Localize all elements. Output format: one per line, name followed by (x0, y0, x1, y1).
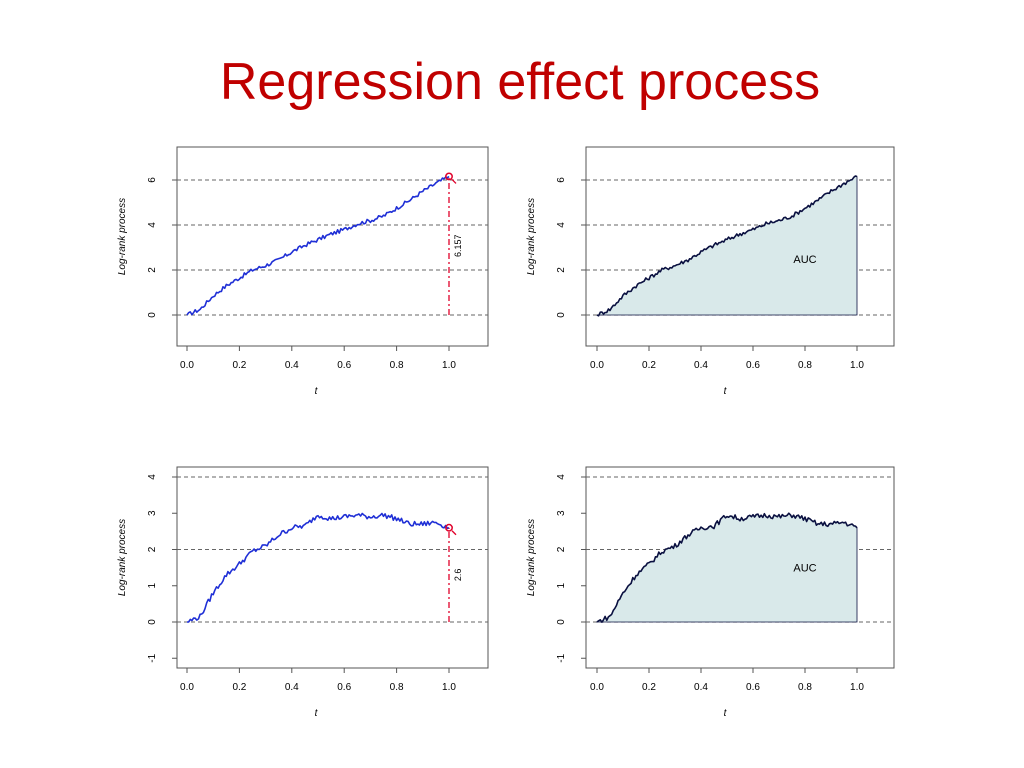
plot-frame (176, 466, 489, 669)
slide-title: Regression effect process (219, 53, 821, 111)
x-axis-label: t (724, 708, 728, 719)
auc-area (596, 175, 858, 317)
chart-bottom-right: AUC 0.0 0.2 0.4 0.6 0.8 1.0 -1 0 1 2 3 4 t Log-rank pr… (526, 466, 895, 719)
x-tick-label: 0.4 (285, 682, 299, 693)
max-value-tick (451, 530, 457, 536)
x-tick-label: 0.0 (590, 360, 604, 371)
x-tick-label: 0.8 (390, 682, 404, 693)
x-axis-label: t (315, 708, 319, 719)
y-tick-label: 1 (147, 583, 158, 589)
x-tick-label: 0.2 (232, 682, 246, 693)
y-tick-label: 2 (147, 546, 158, 552)
x-axis-label: t (315, 386, 319, 397)
process-line (187, 512, 450, 623)
chart-top-left: 6.157 0.0 0.2 0.4 0.6 0.8 1.0 0 2 4 6 t Log-rank pro… (117, 146, 489, 397)
chart-top-right: AUC 0.0 0.2 0.4 0.6 0.8 1.0 0 2 4 6 t Log-rank proce… (526, 146, 895, 397)
x-tick-label: 0.6 (746, 360, 760, 371)
x-tick-label: 0.8 (798, 360, 812, 371)
y-tick-label: 0 (556, 312, 567, 318)
y-tick-label: -1 (147, 653, 158, 662)
y-tick-label: 3 (147, 510, 158, 516)
x-tick-label: 1.0 (850, 682, 864, 693)
max-value-tick (451, 179, 457, 184)
x-tick-label: 0.0 (590, 682, 604, 693)
x-tick-label: 0.4 (694, 360, 708, 371)
auc-label: AUC (793, 254, 816, 266)
x-tick-label: 1.0 (442, 360, 456, 371)
x-tick-label: 0.6 (337, 360, 351, 371)
process-line (596, 175, 858, 317)
y-tick-label: 4 (556, 222, 567, 228)
x-tick-label: 0.0 (180, 360, 194, 371)
x-tick-label: 0.0 (180, 682, 194, 693)
y-tick-label: 4 (147, 222, 158, 228)
max-value-marker (445, 523, 453, 532)
y-axis-label: Log-rank process (117, 519, 128, 596)
x-tick-label: 1.0 (442, 682, 456, 693)
x-tick-label: 0.2 (642, 682, 656, 693)
y-tick-label: 6 (556, 177, 567, 183)
y-tick-label: 0 (556, 619, 567, 625)
auc-label: AUC (793, 563, 816, 575)
y-tick-label: 4 (147, 474, 158, 480)
chart-bottom-left: 2.6 0.0 0.2 0.4 0.6 0.8 1.0 -1 0 1 2 3 4 t Log-rank pr… (117, 466, 489, 719)
x-tick-label: 1.0 (850, 360, 864, 371)
max-value-label: 6.157 (453, 234, 463, 257)
y-tick-label: 3 (556, 510, 567, 516)
x-axis-label: t (724, 386, 728, 397)
y-tick-label: 1 (556, 583, 567, 589)
y-tick-label: 0 (147, 619, 158, 625)
x-tick-label: 0.2 (232, 360, 246, 371)
y-tick-label: 6 (147, 177, 158, 183)
x-tick-label: 0.4 (694, 682, 708, 693)
process-line (186, 175, 450, 316)
max-value-marker (445, 172, 453, 181)
x-tick-label: 0.2 (642, 360, 656, 371)
plot-frame (176, 146, 489, 347)
y-axis-label: Log-rank process (117, 198, 128, 275)
max-value-label: 2.6 (453, 569, 463, 582)
plot-frame (585, 146, 895, 347)
y-tick-label: 0 (147, 312, 158, 318)
x-tick-label: 0.8 (390, 360, 404, 371)
x-tick-label: 0.4 (285, 360, 299, 371)
y-tick-label: 2 (556, 546, 567, 552)
auc-area (595, 512, 858, 623)
x-tick-label: 0.6 (746, 682, 760, 693)
y-tick-label: 4 (556, 474, 567, 480)
plot-frame (585, 466, 895, 669)
x-tick-label: 0.8 (798, 682, 812, 693)
y-axis-label: Log-rank process (526, 519, 537, 596)
process-line (596, 512, 858, 623)
y-tick-label: 2 (147, 267, 158, 273)
y-axis-label: Log-rank process (526, 198, 537, 275)
x-tick-label: 0.6 (337, 682, 351, 693)
y-tick-label: 2 (556, 267, 567, 273)
y-tick-label: -1 (556, 653, 567, 662)
